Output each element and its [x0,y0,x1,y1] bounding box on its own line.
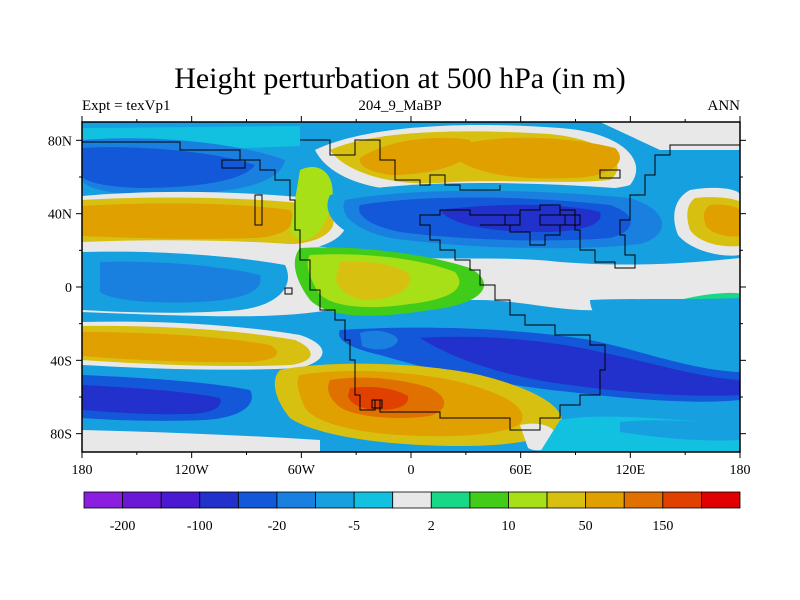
lat-tick-label: 80N [48,134,72,149]
lon-tick-label: 60W [288,463,316,478]
colorbar-swatch [392,491,432,509]
lat-tick-label: 80S [50,428,72,443]
colorbar-swatch [276,491,316,509]
lon-tick-label: 180 [730,463,751,478]
colorbar-label: -100 [187,519,213,534]
colorbar-swatch [83,491,123,509]
colorbar-swatch [662,491,702,509]
colorbar-swatch [160,491,201,509]
colorbar-label: -20 [268,519,287,534]
colorbar-label: -5 [348,519,360,534]
colorbar-swatch [701,491,741,509]
map-title: Height perturbation at 500 hPa (in m) [174,62,626,95]
colorbar-swatch [546,491,587,509]
colorbar-swatch [315,491,355,509]
colorbar-swatch [585,491,625,509]
case-label: 204_9_MaBP [358,98,442,114]
longitude-axis: 180 120W 60W 0 60E 120E 180 [72,116,751,478]
colorbar-swatch [430,491,471,509]
lon-tick-label: 120W [175,463,210,478]
contour-field [82,122,740,452]
lat-tick-label: 0 [65,281,72,296]
colorbar-label: 50 [579,519,593,534]
latitude-axis: 80N 40N 0 40S 80S [48,134,746,443]
colorbar-swatch [353,491,394,509]
colorbar: -200 -100 -20 -5 2 10 50 150 [83,491,741,534]
colorbar-swatch [623,491,664,509]
lon-tick-label: 180 [72,463,93,478]
colorbar-label: 150 [652,519,673,534]
colorbar-swatch [237,491,278,509]
colorbar-label: -200 [110,519,136,534]
colorbar-swatch [199,491,239,509]
lat-tick-label: 40N [48,208,72,223]
colorbar-swatch [469,491,509,509]
colorbar-label: 10 [501,519,515,534]
season-label: ANN [707,98,741,114]
continent-outlines [82,139,740,431]
colorbar-swatch [508,491,548,509]
lon-tick-label: 0 [408,463,415,478]
lat-tick-label: 40S [50,354,72,369]
colorbar-label: 2 [428,519,435,534]
lon-tick-label: 120E [616,463,646,478]
colorbar-swatch [122,491,162,509]
lon-tick-label: 60E [509,463,532,478]
experiment-label: Expt = texVp1 [82,98,171,114]
